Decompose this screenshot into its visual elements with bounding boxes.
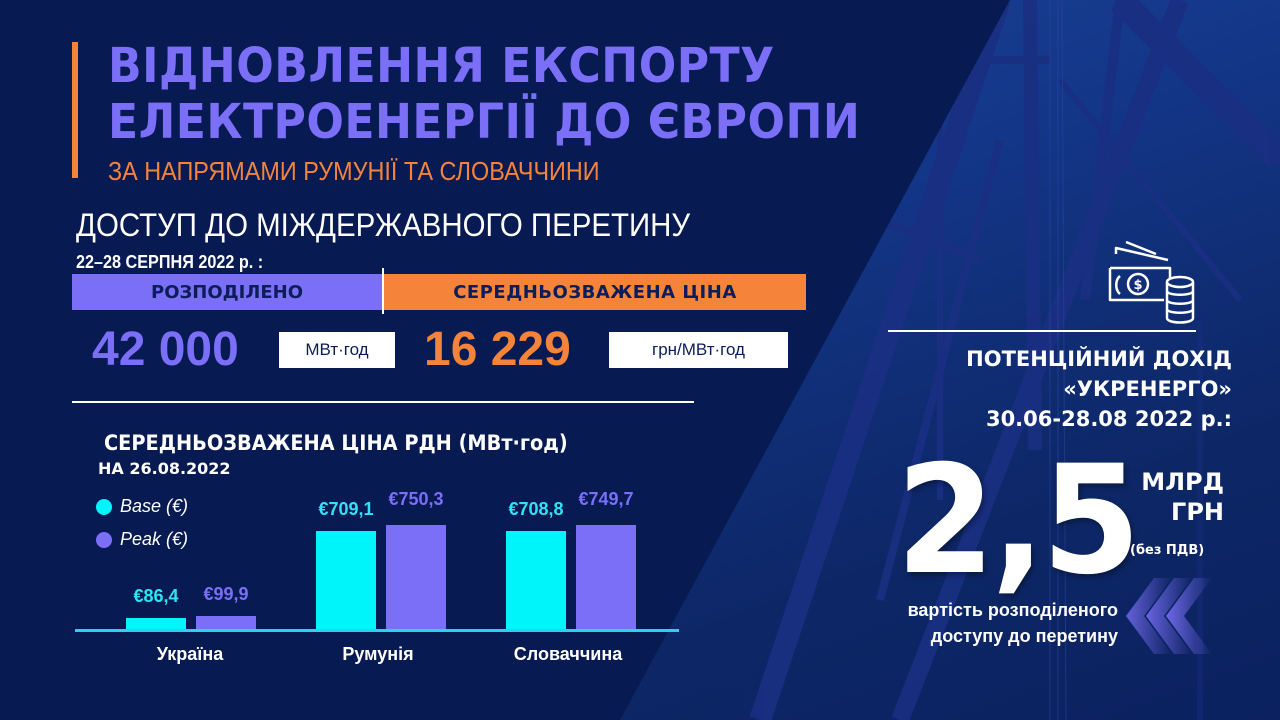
bar-ukraine-peak bbox=[196, 616, 256, 630]
bar-slovakia-base bbox=[506, 531, 566, 630]
svg-text:$: $ bbox=[1133, 278, 1142, 293]
bar-label-ukraine-peak: €99,9 bbox=[203, 584, 249, 604]
category-label-slovakia: Словаччина bbox=[513, 644, 623, 664]
section-divider bbox=[72, 401, 694, 403]
income-divider bbox=[888, 330, 1196, 332]
bar-label-slovakia-base: €708,8 bbox=[508, 499, 564, 519]
category-label-romania: Румунія bbox=[342, 644, 414, 664]
legend-peak: Peak (€) bbox=[96, 529, 188, 550]
bar-label-slovakia-peak: €749,7 bbox=[578, 489, 634, 509]
page-title: ВІДНОВЛЕННЯ ЕКСПОРТУ ЕЛЕКТРОЕНЕРГІЇ ДО Є… bbox=[108, 38, 860, 150]
title-accent-bar bbox=[72, 42, 78, 178]
distributed-unit: МВт·год bbox=[279, 332, 395, 368]
money-coins-icon: $ bbox=[1108, 240, 1195, 324]
access-period: 22–28 СЕРПНЯ 2022 р. : bbox=[76, 252, 264, 272]
income-heading: ПОТЕНЦІЙНИЙ ДОХІД «УКРЕНЕРГО» 30.06-28.0… bbox=[966, 344, 1232, 434]
bar-label-ukraine-base: €86,4 bbox=[133, 586, 179, 606]
income-unit: МЛРД ГРН bbox=[1141, 467, 1224, 527]
chevrons-left-icon bbox=[1126, 578, 1212, 654]
income-caption-line-1: вартість розподіленого bbox=[907, 600, 1118, 620]
bar-romania-base bbox=[316, 531, 376, 630]
legend-base: Base (€) bbox=[96, 496, 188, 517]
legend-dot-peak bbox=[96, 531, 112, 548]
price-unit: грн/МВт·год bbox=[609, 332, 788, 368]
income-unit-line-1: МЛРД bbox=[1141, 468, 1224, 496]
distributed-header: РОЗПОДІЛЕНО bbox=[72, 274, 382, 310]
bar-slovakia-peak bbox=[576, 525, 636, 630]
chart-axis bbox=[75, 629, 679, 632]
income-value: 2,5 bbox=[896, 434, 1141, 608]
title-line-2: ЕЛЕКТРОЕНЕРГІЇ ДО ЄВРОПИ bbox=[108, 94, 861, 150]
income-unit-line-2: ГРН bbox=[1171, 498, 1224, 526]
income-caption-line-2: доступу до перетину bbox=[930, 626, 1118, 646]
weighted-price-header: СЕРЕДНЬОЗВАЖЕНА ЦІНА bbox=[384, 274, 806, 310]
income-vat-note: (без ПДВ) bbox=[1130, 543, 1205, 558]
legend-dot-base bbox=[96, 498, 112, 515]
income-heading-line-3: 30.06-28.08 2022 р.: bbox=[985, 407, 1232, 431]
bar-romania-peak bbox=[386, 525, 446, 630]
bar-label-romania-peak: €750,3 bbox=[388, 489, 444, 509]
chart-date: НА 26.08.2022 bbox=[98, 459, 231, 478]
price-value: 16 229 bbox=[424, 323, 571, 376]
header-divider bbox=[382, 268, 384, 314]
bar-label-romania-base: €709,1 bbox=[318, 499, 374, 519]
access-heading: ДОСТУП ДО МІЖДЕРЖАВНОГО ПЕРЕТИНУ bbox=[76, 207, 691, 243]
bar-ukraine-base bbox=[126, 618, 186, 630]
distributed-value: 42 000 bbox=[92, 323, 239, 376]
income-heading-line-2: «УКРЕНЕРГО» bbox=[1063, 377, 1232, 401]
income-caption: вартість розподіленого доступу до перети… bbox=[908, 597, 1118, 649]
income-heading-line-1: ПОТЕНЦІЙНИЙ ДОХІД bbox=[966, 347, 1232, 371]
legend-label-peak: Peak (€) bbox=[120, 529, 189, 549]
category-label-ukraine: Україна bbox=[156, 644, 224, 664]
page-subtitle: ЗА НАПРЯМАМИ РУМУНІЇ ТА СЛОВАЧЧИНИ bbox=[108, 156, 600, 186]
title-line-1: ВІДНОВЛЕННЯ ЕКСПОРТУ bbox=[108, 38, 775, 94]
chart-title: СЕРЕДНЬОЗВАЖЕНА ЦІНА РДН (МВт·год) bbox=[104, 431, 568, 455]
legend-label-base: Base (€) bbox=[120, 496, 189, 516]
